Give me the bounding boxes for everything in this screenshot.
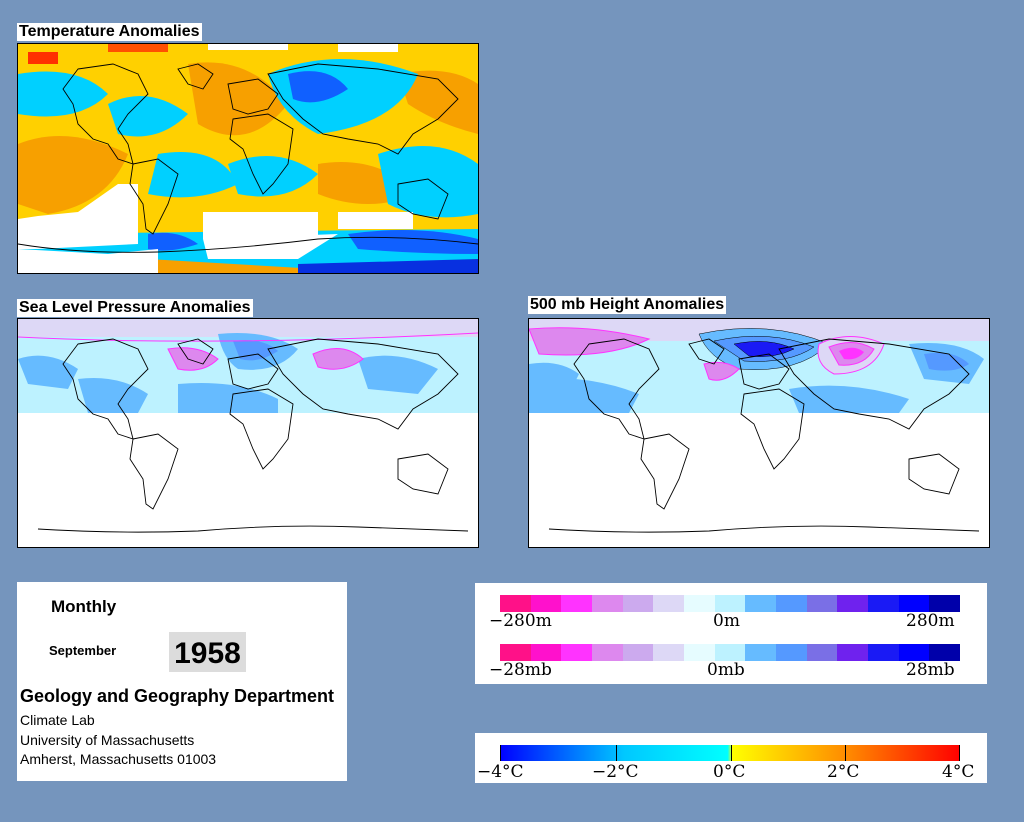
temp-label-minus4: −4°C [477, 762, 524, 782]
continent-outlines [18, 63, 478, 253]
slp-map-title: Sea Level Pressure Anomalies [17, 299, 253, 317]
period-label: Monthly [51, 597, 117, 616]
temp-label-zero: 0°C [713, 762, 746, 782]
height-mid-label: 0m [713, 611, 740, 631]
temperature-colorbar-legend: −4°C −2°C 0°C 2°C 4°C [475, 733, 987, 783]
pressure-min-label: −28mb [489, 660, 552, 680]
pressure-colorbar [500, 644, 961, 661]
year-display: 1958 [169, 632, 246, 672]
500mb-height-anomaly-map [528, 318, 990, 548]
h500-map-title: 500 mb Height Anomalies [528, 296, 727, 314]
temperature-anomaly-map [17, 43, 479, 274]
temp-label-plus2: 2°C [827, 762, 860, 782]
height-min-label: −280m [489, 611, 552, 631]
lab-name: Climate Lab [20, 712, 95, 728]
temperature-map-title: Temperature Anomalies [17, 23, 202, 41]
month-label: September [49, 643, 117, 658]
temp-label-plus4: 4°C [942, 762, 975, 782]
pressure-mid-label: 0mb [707, 660, 745, 680]
university-name: University of Massachusetts [20, 732, 195, 748]
pressure-max-label: 28mb [906, 660, 955, 680]
temp-label-minus2: −2°C [592, 762, 639, 782]
info-panel: Monthly September 1958 Geology and Geogr… [17, 582, 347, 781]
sea-level-pressure-anomaly-map [17, 318, 479, 548]
address-line: Amherst, Massachusetts 01003 [20, 751, 217, 767]
height-max-label: 280m [906, 611, 955, 631]
department-name: Geology and Geography Department [20, 686, 335, 706]
height-colorbar [500, 595, 961, 612]
anomaly-colorbar-legend: −280m 0m 280m −28mb 0mb 28mb [475, 583, 987, 684]
temperature-colorbar [500, 745, 960, 761]
